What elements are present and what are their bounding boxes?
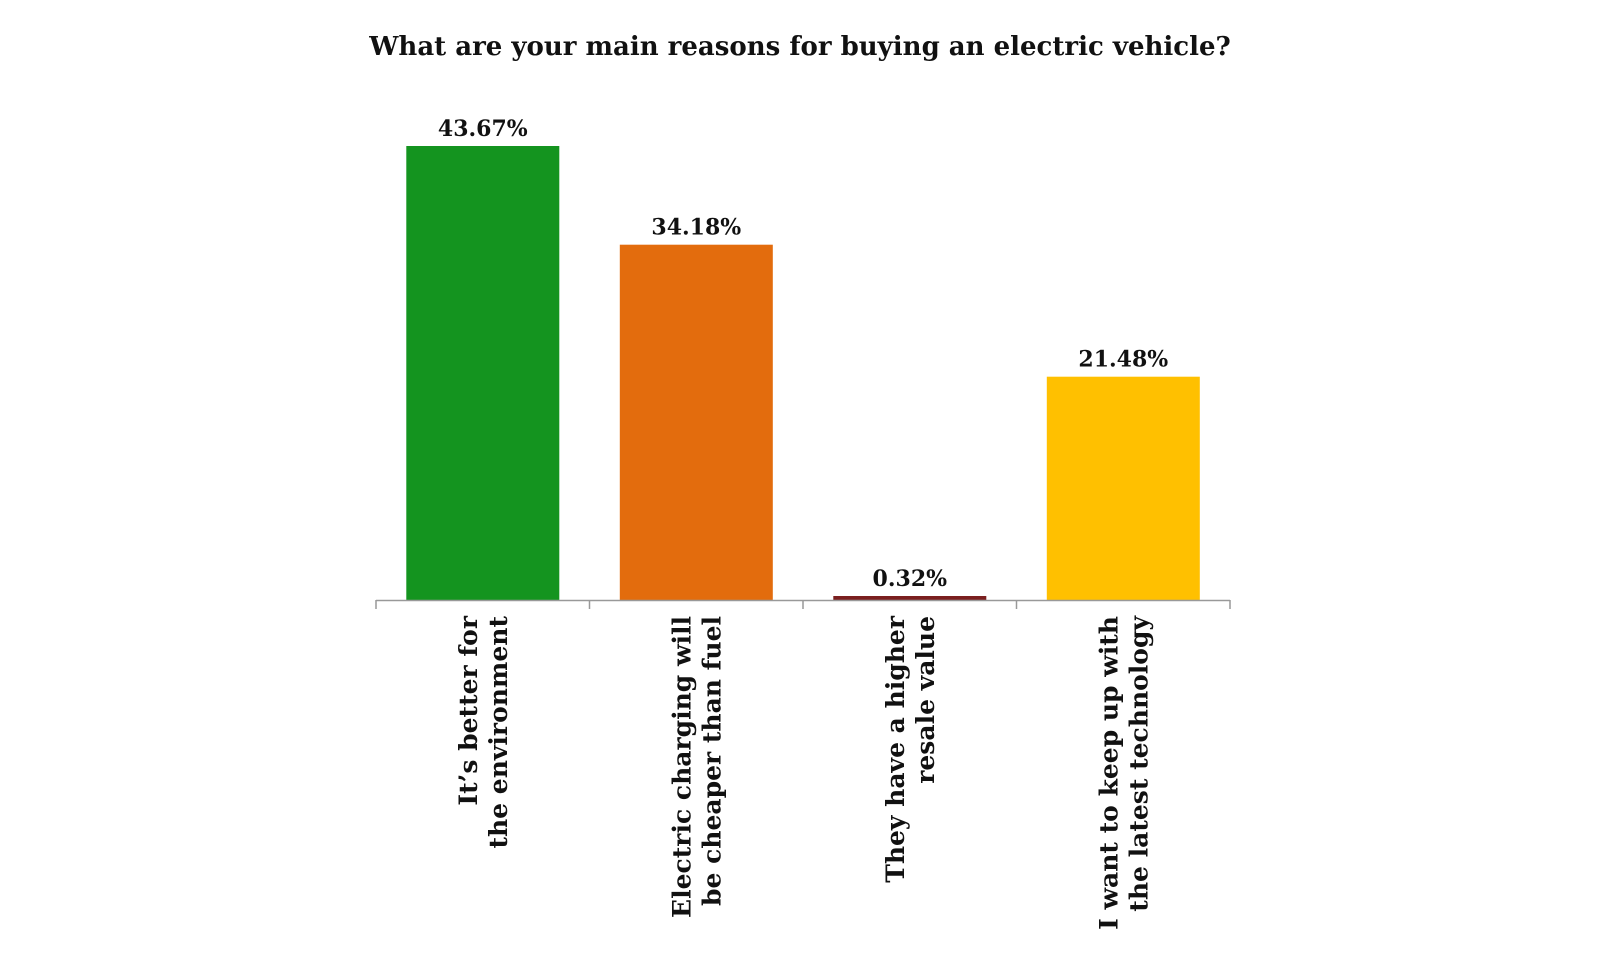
data-label: 43.67% [438, 116, 528, 142]
bar [406, 146, 560, 600]
category-label-line: be cheaper than fuel [697, 616, 726, 906]
data-label: 21.48% [1078, 347, 1168, 373]
category-label: I want to keep up withthe latest technol… [1094, 615, 1153, 930]
category-label: It’s better forthe environment [454, 615, 513, 848]
bar [619, 244, 773, 600]
category-labels-group: It’s better forthe environment Electric c… [454, 615, 1154, 930]
bar [833, 596, 987, 600]
category-label-line: I want to keep up with [1094, 616, 1123, 930]
data-label: 0.32% [873, 566, 948, 592]
data-labels-group: 43.67% 34.18% 0.32% 21.48% [438, 116, 1168, 592]
category-label: They have a higherresale value [881, 615, 940, 883]
category-label-line: They have a higher [881, 615, 910, 883]
bar [1046, 376, 1200, 600]
category-label: Electric charging willbe cheaper than fu… [667, 616, 726, 918]
category-label-line: the environment [484, 616, 513, 849]
bars-group [406, 146, 1200, 600]
x-axis [375, 599, 1231, 609]
category-label-line: Electric charging will [667, 616, 696, 918]
category-label-line: the latest technology [1124, 615, 1153, 912]
category-label-line: It’s better for [454, 615, 483, 805]
data-label: 34.18% [651, 215, 741, 241]
category-label-line: resale value [911, 616, 940, 784]
chart-title: What are your main reasons for buying an… [368, 32, 1231, 62]
